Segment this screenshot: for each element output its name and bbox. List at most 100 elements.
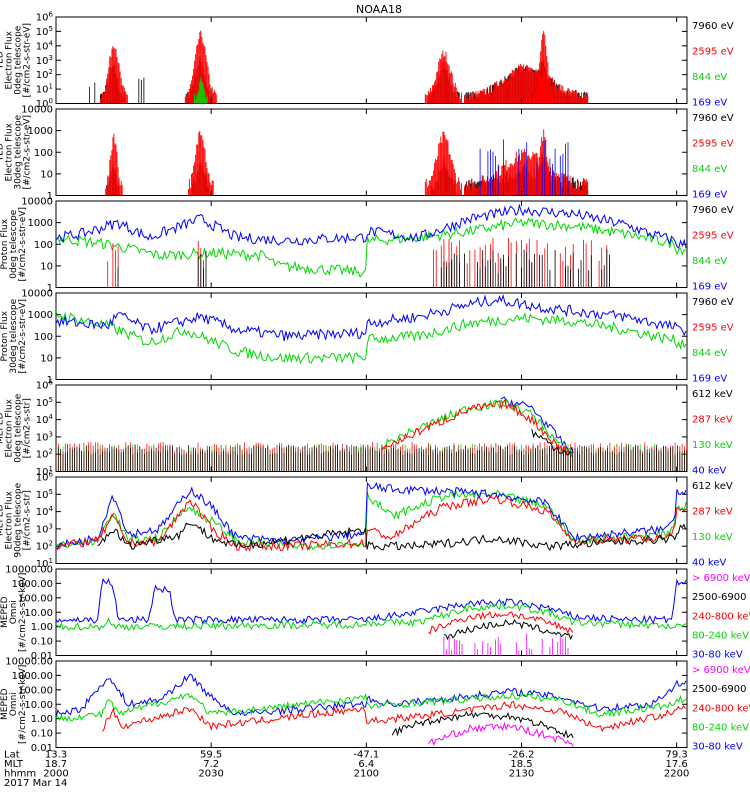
y-tick-label: 0.01 <box>31 651 53 662</box>
y-axis-label-line: [#/cm2-s-str] <box>23 490 33 550</box>
y-tick-label: 1 <box>47 375 53 386</box>
legend-entry: 2595 eV <box>692 47 734 58</box>
y-axis-label-line: 30deg telescope <box>9 298 19 373</box>
y-tick-label: 106 <box>36 379 54 392</box>
y-tick-label: 104 <box>36 413 54 426</box>
y-axis-label-line: Proton Flux <box>0 218 10 269</box>
legend-entry: 80-240 keV <box>692 630 749 641</box>
series-event <box>184 30 217 104</box>
y-tick-exponent: 6 <box>49 379 54 387</box>
y-axis-label-line: Electron Flux <box>5 398 15 457</box>
y-tick-exponent: 5 <box>49 396 53 404</box>
legend-entry: 240-800 keV <box>692 611 750 622</box>
y-tick-label: 100 <box>34 240 53 251</box>
legend-entry: 169 eV <box>692 374 727 385</box>
y-tick-exponent: 0 <box>49 97 53 105</box>
series-line <box>56 310 687 365</box>
legend-entry: 40 keV <box>692 558 726 569</box>
series-spikes <box>89 82 96 104</box>
y-tick-label: 106 <box>36 471 54 484</box>
x-tick-label: 7.2 <box>203 759 219 770</box>
panel-frame <box>55 292 688 380</box>
x-tick-label: -26.2 <box>509 750 535 761</box>
y-tick-exponent: 4 <box>49 505 54 513</box>
series-line <box>56 293 687 342</box>
panel-frame <box>55 568 688 656</box>
series-noise <box>56 443 687 472</box>
series-event <box>464 64 589 104</box>
date-label: 2017 Mar 14 <box>4 778 67 789</box>
x-tick-label: 2200 <box>664 769 689 780</box>
series-spikes <box>107 243 119 288</box>
y-tick-label: 1000 <box>28 126 53 137</box>
series-line <box>381 397 573 458</box>
y-tick-label: 102 <box>36 540 53 553</box>
x-tick-label: 18.5 <box>510 759 532 770</box>
series-noise <box>56 441 687 472</box>
y-tick-exponent: 6 <box>49 11 54 19</box>
y-tick-label: 10000 <box>21 197 53 208</box>
y-tick-label: 105 <box>36 396 53 409</box>
series-group <box>56 293 687 365</box>
series-event <box>532 30 554 104</box>
series-event <box>100 46 128 104</box>
y-axis-label-line: 30deg telescope <box>14 114 24 189</box>
series-event <box>431 157 456 196</box>
series-spikes <box>440 249 610 288</box>
series-spikes <box>138 77 145 104</box>
series-line <box>428 610 574 635</box>
y-tick-label: 10 <box>40 261 53 272</box>
legend-entry: 844 eV <box>692 72 727 83</box>
y-tick-label: 104 <box>36 505 54 518</box>
y-axis-label-line: 90deg telescope <box>14 482 24 557</box>
series-event <box>105 133 123 196</box>
legend-entry: 80-240 keV <box>692 722 749 733</box>
panel-8: 0.010.101.0010.00100.001000.0010000.00ME… <box>0 657 750 755</box>
panel-frame <box>55 200 688 288</box>
y-tick-exponent: 2 <box>49 448 53 456</box>
legend-entry: 7960 eV <box>692 113 734 124</box>
y-axis-label-line: [#/cm2-s-str-keV] <box>18 665 28 744</box>
legend-entry: 844 eV <box>692 348 727 359</box>
y-tick-exponent: 2 <box>49 540 53 548</box>
y-tick-exponent: 4 <box>49 39 54 47</box>
panel-frame <box>55 16 688 104</box>
series-line <box>56 217 687 278</box>
y-axis-label: MEPEDOmni[#/cm2-s-str-keV] <box>0 665 28 744</box>
series-line <box>56 601 687 632</box>
y-axis-label-line: 0deg telescope <box>14 393 24 463</box>
y-axis-label-line: TED <box>0 51 6 70</box>
y-tick-label: 1 <box>47 283 53 294</box>
y-axis-label-line: [#/cm2-s-str-keV] <box>18 573 28 652</box>
series-event <box>424 131 462 196</box>
series-line <box>97 522 687 552</box>
y-axis-label-line: MEPED <box>0 596 10 628</box>
y-tick-label: 10.00 <box>24 700 53 711</box>
x-axis-row-label: Lat <box>4 750 20 761</box>
series-group <box>89 30 589 104</box>
y-tick-label: 1.00 <box>31 714 53 725</box>
x-tick-label: -47.1 <box>353 750 379 761</box>
series-line <box>391 710 574 739</box>
series-line <box>102 700 686 733</box>
x-tick-label: 2030 <box>198 769 223 780</box>
y-tick-exponent: 2 <box>49 68 53 76</box>
x-tick-label: 2130 <box>509 769 534 780</box>
legend-entry: 240-800 keV <box>692 703 750 714</box>
series-spikes <box>479 139 569 196</box>
y-axis-label: TEDElectron Flux30deg telescope[#/cm2-s-… <box>0 114 33 189</box>
series-noise <box>56 444 687 472</box>
y-tick-label: 10000 <box>21 289 53 300</box>
y-axis-label-line: Electron Flux <box>5 30 15 89</box>
x-tick-label: 2000 <box>43 769 68 780</box>
x-axis-row-label: hhmm <box>4 769 36 780</box>
series-line <box>56 673 687 719</box>
y-axis-label-line: [#/cm2-s-str-eV] <box>18 299 28 374</box>
x-axis-row-label: MLT <box>4 759 24 770</box>
y-tick-label: 103 <box>36 430 53 443</box>
series-event <box>187 130 214 196</box>
legend-entry: 169 eV <box>692 282 727 293</box>
y-tick-exponent: 5 <box>49 25 53 33</box>
